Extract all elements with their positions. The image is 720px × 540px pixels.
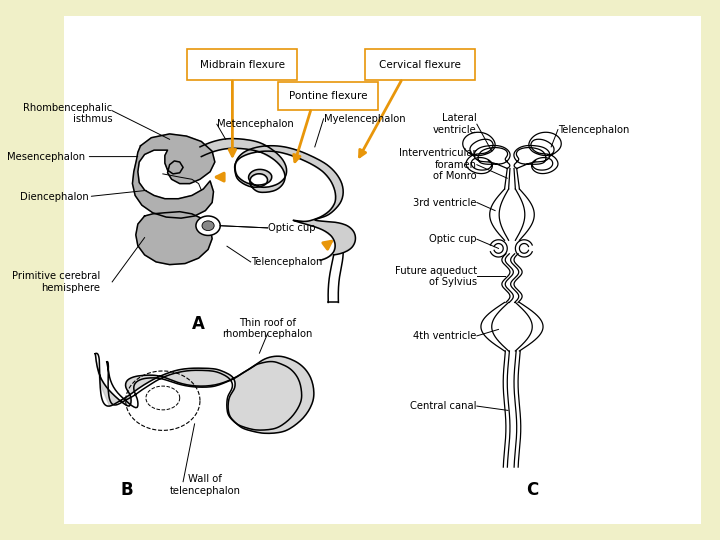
Text: Wall of
telencephalon: Wall of telencephalon (170, 474, 241, 496)
FancyBboxPatch shape (187, 49, 297, 80)
Text: Pontine flexure: Pontine flexure (289, 91, 367, 101)
FancyBboxPatch shape (365, 49, 475, 80)
Text: Central canal: Central canal (410, 401, 477, 411)
Text: Rhombencephalic
isthmus: Rhombencephalic isthmus (23, 103, 112, 124)
Circle shape (202, 221, 214, 231)
Text: 3rd ventricle: 3rd ventricle (413, 198, 477, 207)
Text: Telencephalon: Telencephalon (251, 257, 322, 267)
Text: Future aqueduct
of Sylvius: Future aqueduct of Sylvius (395, 266, 477, 287)
Circle shape (196, 216, 220, 235)
FancyBboxPatch shape (63, 16, 701, 524)
FancyBboxPatch shape (279, 82, 378, 110)
Text: Metencephalon: Metencephalon (217, 119, 294, 129)
Text: Myelencephalon: Myelencephalon (323, 114, 405, 124)
Polygon shape (200, 139, 355, 260)
Text: Optic cup: Optic cup (268, 223, 315, 233)
Text: Midbrain flexure: Midbrain flexure (199, 60, 284, 70)
Text: 4th ventricle: 4th ventricle (413, 331, 477, 341)
Text: B: B (121, 481, 133, 499)
Text: C: C (526, 481, 539, 499)
Text: Cervical flexure: Cervical flexure (379, 60, 461, 70)
Text: Diencephalon: Diencephalon (19, 192, 89, 202)
Text: Optic cup: Optic cup (429, 234, 477, 244)
Text: Interventricular
foramen
of Monro: Interventricular foramen of Monro (400, 148, 477, 181)
Text: Lateral
ventricle: Lateral ventricle (433, 113, 477, 135)
Text: A: A (192, 315, 205, 333)
Text: Telencephalon: Telencephalon (558, 125, 629, 134)
Text: Primitive cerebral
hemisphere: Primitive cerebral hemisphere (12, 271, 100, 293)
Polygon shape (136, 212, 212, 265)
Text: Mesencephalon: Mesencephalon (7, 152, 85, 161)
Polygon shape (132, 134, 215, 218)
Text: Thin roof of
rhombencephalon: Thin roof of rhombencephalon (222, 318, 312, 339)
Polygon shape (95, 354, 313, 433)
